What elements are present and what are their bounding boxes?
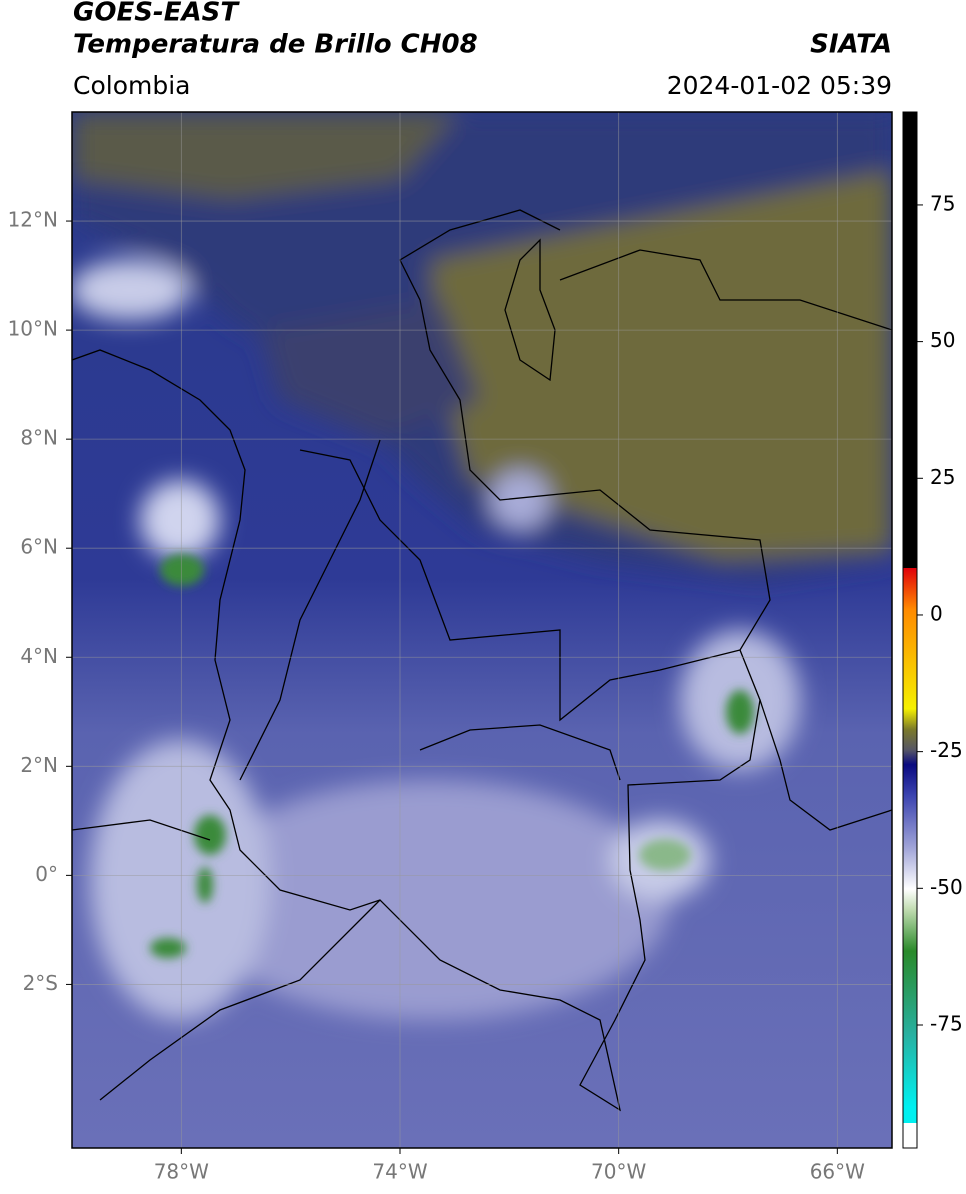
y-tick-label: 2°S [23,971,58,995]
title: GOES-EAST [73,0,240,28]
source: SIATA [810,30,892,60]
y-tick-label: 6°N [20,535,58,559]
satellite-image [72,112,892,1148]
y-tick-label: 12°N [8,208,58,232]
colorbar [902,111,918,1149]
y-tick-label: 2°N [20,753,58,777]
colorbar-tick-label: 25 [930,465,955,489]
x-tick-label: 74°W [372,1160,427,1184]
x-tick-label: 70°W [591,1160,646,1184]
colorbar-tick-label: -25 [930,738,963,762]
x-tick-label: 78°W [154,1160,209,1184]
colorbar-tick-label: 0 [930,601,943,625]
y-tick-label: 0° [35,862,58,886]
y-tick-label: 8°N [20,426,58,450]
grid [72,112,892,1148]
map-frame [71,111,893,1149]
datetime: 2024-01-02 05:39 [667,71,892,100]
y-tick-label: 4°N [20,644,58,668]
y-tick-label: 10°N [8,317,58,341]
colorbar-tick-label: 50 [930,328,955,352]
colorbar-tick-label: -50 [930,875,963,899]
colorbar-tick-label: -75 [930,1011,963,1035]
subtitle: Temperatura de Brillo CH08 [73,30,478,60]
region: Colombia [73,71,190,100]
x-tick-label: 66°W [810,1160,865,1184]
colorbar-tick-label: 75 [930,191,955,215]
